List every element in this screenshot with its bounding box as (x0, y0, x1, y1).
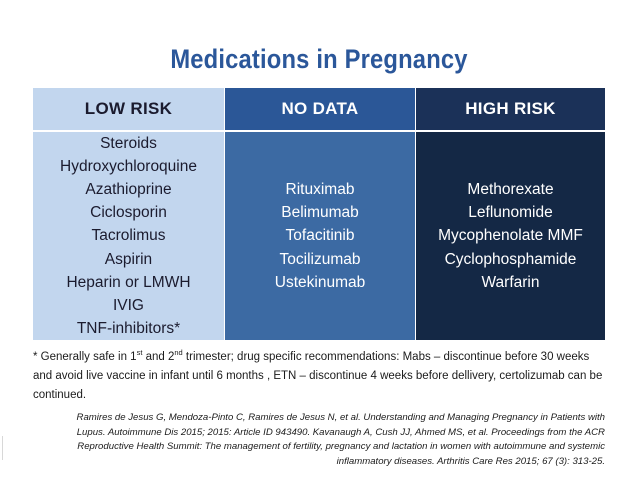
list-item: Leflunomide (468, 204, 553, 222)
no-data-header: NO DATA (225, 88, 415, 130)
low-risk-column: LOW RISK Steroids Hydroxychloroquine Aza… (33, 88, 224, 340)
list-item: IVIG (112, 297, 144, 315)
footnote-text: trimester; drug specific recommendations… (33, 351, 603, 401)
list-item: Warfarin (481, 273, 540, 291)
low-risk-list: Steroids Hydroxychloroquine Azathioprine… (33, 132, 224, 340)
reference-line: inflammatory diseases. Arthritis Care Re… (336, 455, 605, 467)
list-item: Ustekinumab (274, 273, 366, 291)
references: Ramires de Jesus G, Mendoza-Pinto C, Ram… (36, 411, 605, 469)
footnote-superscript: nd (174, 348, 183, 358)
list-item: Hydroxychloroquine (60, 157, 197, 175)
list-item: Mycophenolate MMF (438, 227, 583, 245)
list-item: Steroids (100, 134, 157, 152)
list-item: Tocilizumab (279, 250, 361, 268)
no-data-list: Rituximab Belimumab Tofacitinib Tocilizu… (225, 132, 415, 340)
low-risk-header: LOW RISK (33, 88, 224, 130)
edge-divider (2, 436, 3, 460)
high-risk-header: HIGH RISK (416, 88, 605, 130)
list-item: Tofacitinib (285, 227, 355, 245)
list-item: Methorexate (467, 180, 554, 198)
list-item: Heparin or LMWH (66, 273, 191, 291)
list-item: Ciclosporin (90, 204, 167, 222)
footnote-text: * Generally safe in 1 (33, 351, 137, 363)
list-item: Cyclophosphamide (444, 250, 577, 268)
list-item: Azathioprine (85, 181, 172, 198)
risk-table: LOW RISK Steroids Hydroxychloroquine Aza… (33, 88, 605, 340)
footnote-text: and 2 (142, 351, 175, 363)
list-item: TNF-inhibitors* (76, 320, 181, 338)
list-item: Tacrolimus (91, 227, 166, 245)
list-item: Belimumab (281, 204, 359, 222)
reference-line: Ramires de Jesus G, Mendoza-Pinto C, Ram… (76, 412, 605, 423)
footnote-superscript: st (136, 348, 143, 358)
slide-title: Medications in Pregnancy (170, 44, 468, 74)
footnote: * Generally safe in 1st and 2nd trimeste… (33, 348, 611, 405)
list-item: Rituximab (285, 180, 355, 198)
list-item: Aspirin (104, 250, 153, 268)
no-data-column: NO DATA Rituximab Belimumab Tofacitinib … (225, 88, 415, 340)
reference-line: Lupus. Autoimmune Dis 2015; 2015: Articl… (76, 426, 605, 438)
high-risk-list: Methorexate Leflunomide Mycophenolate MM… (416, 132, 605, 340)
reference-line: Reproductive Health Summit: The manageme… (77, 441, 605, 453)
high-risk-column: HIGH RISK Methorexate Leflunomide Mycoph… (416, 88, 605, 340)
